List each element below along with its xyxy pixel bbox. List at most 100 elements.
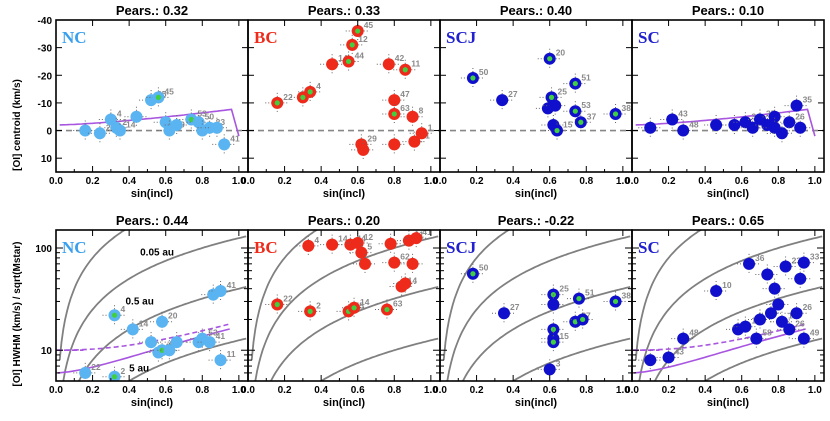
point-label: 41	[216, 331, 226, 341]
point-center	[355, 28, 361, 34]
data-point	[704, 115, 729, 136]
point-label: 48	[689, 120, 699, 130]
point-label: 50	[479, 67, 489, 77]
point-label: 27	[508, 89, 518, 99]
kepler-curve-2	[461, 286, 631, 381]
point-label: 35	[803, 95, 813, 105]
data-point: 43	[656, 346, 684, 368]
x-tick-label: 0.6	[735, 385, 749, 396]
panel-title: Pears.: 0.10	[692, 3, 764, 18]
component-tag: SCJ	[446, 28, 477, 47]
data-point: 38	[603, 103, 631, 124]
point-label: 11	[411, 59, 420, 69]
x-tick-label: 1.0	[424, 176, 438, 187]
point-label: 45	[164, 86, 174, 96]
point-label: 50	[479, 263, 489, 273]
point-label: 26	[795, 111, 805, 121]
point-center	[470, 271, 476, 277]
point-marker	[783, 116, 796, 129]
kepler-curve-0	[58, 230, 127, 361]
y-tick-label: 0	[46, 127, 52, 138]
point-marker	[210, 121, 223, 134]
data-point	[139, 332, 164, 353]
point-marker	[728, 119, 741, 132]
point-label: 3	[556, 358, 561, 368]
data-point: 14	[320, 53, 348, 75]
data-point	[769, 123, 794, 144]
x-tick-label: 0.0	[433, 385, 447, 396]
point-label: 48	[689, 328, 699, 338]
x-tick-label: 0.4	[314, 385, 328, 396]
point-marker	[145, 336, 158, 349]
x-axis-label: sin(incl)	[707, 188, 750, 200]
x-tick-label: 1.0	[808, 385, 822, 396]
point-label: 53	[208, 328, 218, 338]
panel-title: Pears.: 0.44	[116, 213, 189, 228]
kepler-curve-1	[62, 235, 247, 381]
data-point: 14	[108, 120, 136, 141]
data-point: 3	[537, 358, 562, 380]
data-point: 50	[460, 67, 489, 89]
x-tick-label: 0.8	[771, 176, 785, 187]
model-curve	[59, 108, 240, 137]
model-curve-dashed	[633, 323, 806, 351]
point-marker	[772, 298, 785, 311]
point-label: 47	[400, 89, 410, 99]
point-label: 14	[360, 297, 370, 307]
data-point: 58	[744, 328, 772, 349]
point-label: 4	[314, 235, 319, 245]
point-label: 43	[678, 108, 688, 118]
y-tick-label: 100	[35, 244, 52, 255]
point-center	[351, 305, 357, 311]
x-axis-label: sin(incl)	[707, 397, 750, 409]
data-point: 35	[784, 95, 813, 116]
point-marker	[408, 135, 421, 148]
panel-bc-top: 22241444124529424763118411Pears.: 0.330.…	[241, 3, 441, 200]
point-label: 20	[168, 311, 178, 321]
data-point: 2	[102, 366, 127, 381]
data-point: 11	[393, 59, 421, 80]
point-marker	[764, 307, 777, 320]
data-point: 4	[296, 235, 321, 256]
point-center	[391, 111, 397, 117]
y-tick-label: -40	[38, 16, 53, 27]
point-marker	[214, 284, 227, 297]
x-tick-label: 0.8	[195, 176, 209, 187]
point-label: 51	[585, 288, 595, 298]
x-tick-label: 0.2	[662, 176, 676, 187]
point-center	[580, 316, 586, 323]
data-point	[204, 117, 229, 138]
model-curve	[635, 108, 816, 137]
point-label: 11	[227, 349, 236, 359]
kepler-curve-1	[638, 235, 823, 381]
plot-area: 22421447204553414111	[56, 230, 247, 381]
point-label: 15	[559, 331, 569, 341]
point-center	[547, 56, 553, 62]
point-center	[384, 306, 390, 313]
point-marker	[496, 94, 509, 107]
point-marker	[382, 58, 395, 71]
point-marker	[170, 336, 183, 349]
point-center	[578, 119, 584, 125]
point-label: 41	[230, 133, 240, 143]
data-point: 33	[791, 252, 820, 273]
panel-nc-bot: 22421447204553414111Pears.: 0.440.05 au0…	[35, 213, 249, 409]
data-point	[788, 268, 813, 289]
x-tick-label: 0.2	[86, 176, 100, 187]
panel-title: Pears.: 0.33	[308, 3, 380, 18]
model-curve-solid	[633, 328, 806, 374]
x-tick-label: 0.2	[470, 385, 484, 396]
panel-sc-bot: 43481010365834192326263349Pears.: 0.650.…	[625, 213, 825, 409]
point-center	[612, 111, 619, 117]
x-axis-label: sin(incl)	[323, 397, 366, 409]
point-marker	[739, 320, 752, 333]
point-marker	[790, 99, 803, 112]
data-point: 14	[320, 234, 348, 255]
point-center	[554, 127, 560, 134]
data-point: 41	[208, 280, 236, 301]
data-point	[393, 273, 418, 294]
point-center	[188, 116, 194, 123]
data-point: 8	[400, 106, 425, 127]
point-label: 4	[117, 108, 122, 118]
point-marker	[547, 298, 560, 311]
